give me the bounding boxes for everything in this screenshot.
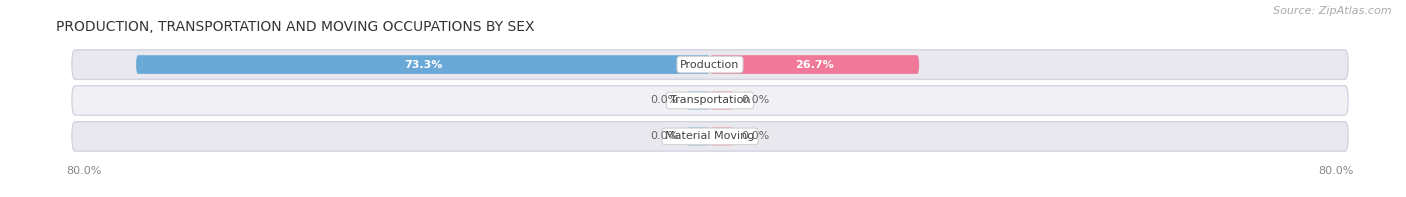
FancyBboxPatch shape (72, 122, 1348, 151)
Text: 0.0%: 0.0% (651, 96, 679, 105)
Text: PRODUCTION, TRANSPORTATION AND MOVING OCCUPATIONS BY SEX: PRODUCTION, TRANSPORTATION AND MOVING OC… (56, 20, 534, 34)
Text: 0.0%: 0.0% (741, 96, 769, 105)
Text: Material Moving: Material Moving (665, 131, 755, 141)
Text: Transportation: Transportation (669, 96, 751, 105)
FancyBboxPatch shape (710, 55, 920, 74)
FancyBboxPatch shape (686, 91, 710, 110)
Text: 0.0%: 0.0% (651, 131, 679, 141)
Text: Source: ZipAtlas.com: Source: ZipAtlas.com (1274, 6, 1392, 16)
Text: 26.7%: 26.7% (796, 59, 834, 70)
Text: 73.3%: 73.3% (404, 59, 443, 70)
FancyBboxPatch shape (710, 127, 734, 146)
Text: Production: Production (681, 59, 740, 70)
FancyBboxPatch shape (710, 91, 734, 110)
Text: 0.0%: 0.0% (741, 131, 769, 141)
FancyBboxPatch shape (136, 55, 710, 74)
FancyBboxPatch shape (72, 86, 1348, 115)
FancyBboxPatch shape (686, 127, 710, 146)
FancyBboxPatch shape (72, 50, 1348, 79)
